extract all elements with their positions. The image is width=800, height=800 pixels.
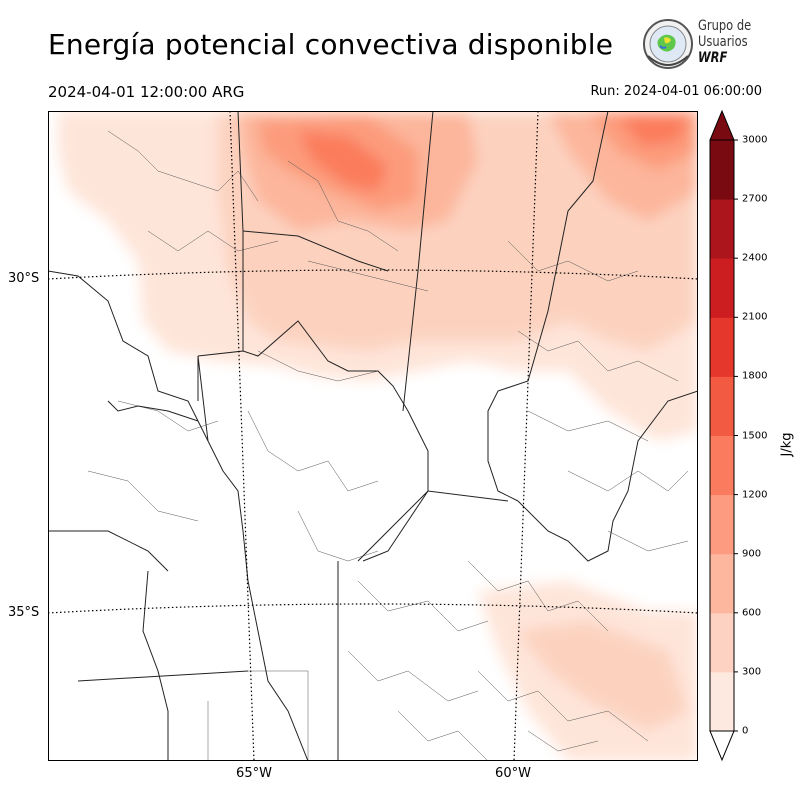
cape-map[interactable] [48, 111, 698, 761]
valid-time: 2024-04-01 12:00:00 ARG [48, 83, 245, 101]
globe-emblem-icon [643, 19, 693, 69]
colorbar-tick-label: 3000 [742, 134, 768, 146]
colorbar-tick-label: 1200 [742, 489, 768, 501]
map-canvas [48, 111, 698, 761]
colorbar [705, 109, 795, 765]
colorbar-scale [709, 109, 738, 762]
colorbar-extend-high [709, 109, 735, 141]
lat-label-35s: 35°S [8, 605, 40, 620]
colorbar-segment [710, 435, 734, 496]
logo-line-1: Grupo de [698, 18, 752, 34]
colorbar-tick-label: 900 [742, 548, 762, 560]
map-border [48, 111, 698, 761]
colorbar-extend-low [709, 730, 735, 762]
logo-line-2: Usuarios [698, 34, 748, 50]
colorbar-tick-label: 600 [742, 607, 762, 619]
run-time: Run: 2024-04-01 06:00:00 [590, 84, 762, 99]
lon-label-60w: 60°W [495, 766, 531, 781]
colorbar-segment [710, 612, 734, 673]
colorbar-segment [710, 199, 734, 259]
lat-label-30s: 30°S [8, 271, 40, 286]
colorbar-tick-label: 2700 [742, 193, 768, 205]
grupo-usuarios-wrf-logo: Grupo de Usuarios WRF [638, 16, 768, 74]
province-boundaries [48, 111, 698, 761]
graticule [48, 111, 698, 761]
colorbar-tick-label: 1500 [742, 430, 768, 441]
logo-line-3: WRF [698, 50, 728, 66]
colorbar-segment [710, 671, 734, 732]
colorbar-tick-label: 1800 [742, 370, 768, 382]
colorbar-segment [710, 376, 734, 436]
lon-label-65w: 65°W [236, 766, 272, 781]
colorbar-unit: J/kg [779, 432, 795, 457]
colorbar-tick-label: 2100 [742, 311, 768, 323]
department-boundaries [87, 130, 689, 761]
colorbar-segment [710, 140, 734, 200]
colorbar-segment [710, 494, 734, 555]
cape-shading [58, 111, 698, 761]
map-title: Energía potencial convectiva disponible [48, 28, 614, 61]
logo-text: Grupo de Usuarios WRF [698, 18, 751, 66]
colorbar-segment [710, 258, 734, 318]
colorbar-tick-label: 0 [742, 725, 749, 737]
colorbar-segment [710, 553, 734, 614]
colorbar-segment [710, 317, 734, 377]
colorbar-tick-label: 2400 [742, 252, 768, 264]
colorbar-tick-label: 300 [742, 666, 762, 678]
